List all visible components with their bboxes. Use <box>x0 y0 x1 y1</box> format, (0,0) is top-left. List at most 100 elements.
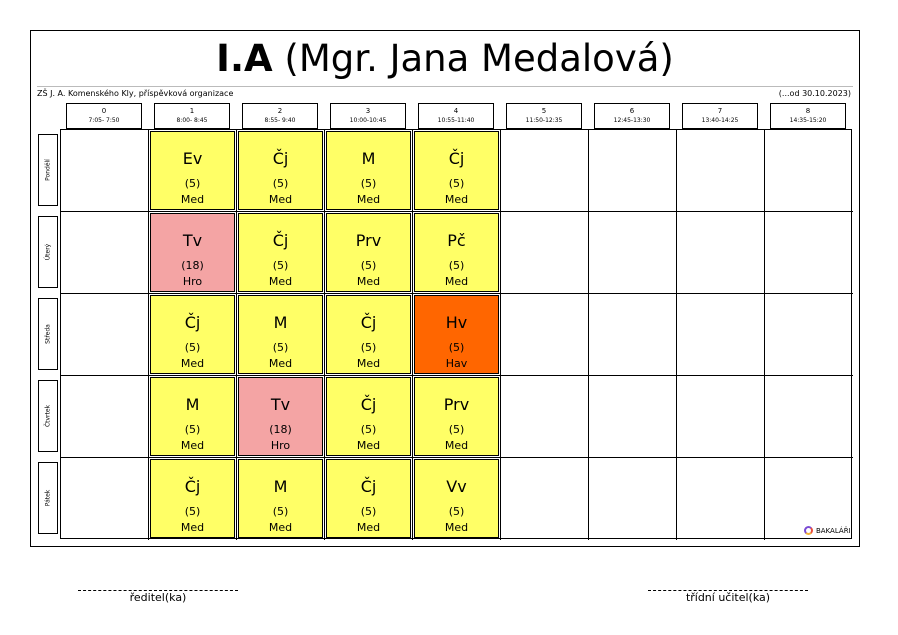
lesson-group: (18) <box>181 259 204 272</box>
class-teacher-label: třídní učitel(ka) <box>685 591 771 604</box>
day-label: Středa <box>38 298 58 370</box>
lesson-teacher: Med <box>356 275 381 288</box>
lesson-group: (5) <box>448 259 465 272</box>
lesson-group: (5) <box>448 341 465 354</box>
lesson-subject: Čj <box>272 231 289 250</box>
period-time: 14:35-15:20 <box>789 117 827 124</box>
period-0: 0 7:05- 7:50 <box>66 103 142 129</box>
day-name: Středa <box>44 324 52 344</box>
timetable-cell <box>325 294 413 376</box>
lesson-card[interactable]: Prv (5) Med <box>326 213 411 292</box>
period-time: 10:55-11:40 <box>437 117 475 124</box>
lesson-card[interactable]: Hv (5) Hav <box>414 295 499 374</box>
timetable-cell <box>501 212 589 294</box>
lesson-subject: Čj <box>184 477 201 496</box>
lesson-teacher: Med <box>180 357 205 370</box>
day-label: Čtvrtek <box>38 380 58 452</box>
lesson-subject: Hv <box>445 313 468 332</box>
director-label: ředitel(ka) <box>129 591 187 604</box>
lesson-card[interactable]: Čj (5) Med <box>326 459 411 538</box>
lesson-card[interactable]: Vv (5) Med <box>414 459 499 538</box>
timetable-grid: Ev (5) Med Čj (5) Med M (5) Med Čj (5) Med Tv (18) Hro… <box>60 129 853 540</box>
lesson-card[interactable]: M (5) Med <box>150 377 235 456</box>
timetable-cell <box>61 376 149 458</box>
timetable-cell <box>677 212 765 294</box>
lesson-group: (5) <box>448 177 465 190</box>
timetable-sheet: I.A (Mgr. Jana Medalová) ZŠ J. A. Komens… <box>30 30 860 547</box>
lesson-card[interactable]: Čj (5) Med <box>150 295 235 374</box>
timetable-cell <box>765 130 853 212</box>
director-signature: ředitel(ka) <box>78 590 238 604</box>
period-1: 1 8:00- 8:45 <box>154 103 230 129</box>
lesson-group: (5) <box>184 423 201 436</box>
header-divider <box>37 86 853 87</box>
timetable-cell <box>589 130 677 212</box>
lesson-subject: Čj <box>360 395 377 414</box>
lesson-teacher: Med <box>268 357 293 370</box>
lesson-card[interactable]: Čj (5) Med <box>326 377 411 456</box>
lesson-teacher: Hav <box>445 357 468 370</box>
lesson-card[interactable]: M (5) Med <box>238 295 323 374</box>
period-number: 2 <box>277 107 283 115</box>
timetable-cell <box>589 294 677 376</box>
lesson-group: (5) <box>448 505 465 518</box>
lesson-subject: Pč <box>447 231 466 250</box>
timetable-cell <box>677 294 765 376</box>
lesson-teacher: Med <box>268 521 293 534</box>
period-number: 5 <box>541 107 547 115</box>
period-number: 3 <box>365 107 371 115</box>
lesson-group: (5) <box>360 177 377 190</box>
day-label: Úterý <box>38 216 58 288</box>
lesson-card[interactable]: Tv (18) Hro <box>238 377 323 456</box>
timetable-cell <box>61 130 149 212</box>
timetable-cell <box>149 376 237 458</box>
lesson-card[interactable]: Čj (5) Med <box>238 213 323 292</box>
timetable-cell <box>501 130 589 212</box>
valid-from: (...od 30.10.2023) <box>778 89 851 98</box>
lesson-teacher: Hro <box>270 439 291 452</box>
period-number: 7 <box>717 107 723 115</box>
timetable-cell <box>149 294 237 376</box>
timetable-cell <box>325 458 413 540</box>
timetable-cell <box>413 130 501 212</box>
lesson-card[interactable]: M (5) Med <box>326 131 411 210</box>
period-time: 12:45-13:30 <box>613 117 651 124</box>
lesson-card[interactable]: Pč (5) Med <box>414 213 499 292</box>
period-3: 3 10:00-10:45 <box>330 103 406 129</box>
timetable-cell <box>325 376 413 458</box>
timetable-cell <box>61 212 149 294</box>
lesson-group: (5) <box>360 259 377 272</box>
timetable-cell <box>149 130 237 212</box>
brand-logo: BAKALÁŘI <box>804 526 851 535</box>
period-time: 10:00-10:45 <box>349 117 387 124</box>
lesson-card[interactable]: Čj (5) Med <box>150 459 235 538</box>
lesson-teacher: Med <box>356 193 381 206</box>
lesson-card[interactable]: Čj (5) Med <box>326 295 411 374</box>
lesson-card[interactable]: Ev (5) Med <box>150 131 235 210</box>
lesson-card[interactable]: Čj (5) Med <box>238 131 323 210</box>
period-time: 8:00- 8:45 <box>176 117 208 124</box>
lesson-subject: M <box>185 395 200 414</box>
lesson-teacher: Med <box>268 275 293 288</box>
lesson-subject: Prv <box>443 395 470 414</box>
timetable-cell <box>237 376 325 458</box>
day-name: Úterý <box>44 243 52 261</box>
timetable-cell <box>413 212 501 294</box>
lesson-card[interactable]: Tv (18) Hro <box>150 213 235 292</box>
lesson-card[interactable]: M (5) Med <box>238 459 323 538</box>
lesson-teacher: Med <box>356 357 381 370</box>
lesson-subject: Čj <box>184 313 201 332</box>
period-time: 8:55- 9:40 <box>264 117 296 124</box>
lesson-subject: M <box>361 149 376 168</box>
school-name: ZŠ J. A. Komenského Kly, příspěvková org… <box>37 89 234 98</box>
period-5: 5 11:50-12:35 <box>506 103 582 129</box>
period-number: 4 <box>453 107 459 115</box>
timetable-cell <box>765 212 853 294</box>
day-name: Pondělí <box>44 159 52 181</box>
lesson-card[interactable]: Prv (5) Med <box>414 377 499 456</box>
lesson-card[interactable]: Čj (5) Med <box>414 131 499 210</box>
lesson-group: (5) <box>272 177 289 190</box>
timetable-cell <box>589 458 677 540</box>
lesson-subject: Tv <box>182 231 203 250</box>
period-time: 7:05- 7:50 <box>88 117 120 124</box>
